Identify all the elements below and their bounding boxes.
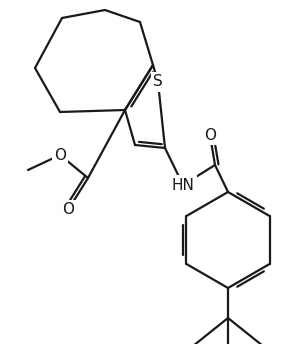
Text: O: O xyxy=(62,203,74,217)
Text: S: S xyxy=(153,75,163,89)
Text: O: O xyxy=(54,148,66,162)
Text: O: O xyxy=(204,128,216,142)
Text: HN: HN xyxy=(171,178,195,193)
